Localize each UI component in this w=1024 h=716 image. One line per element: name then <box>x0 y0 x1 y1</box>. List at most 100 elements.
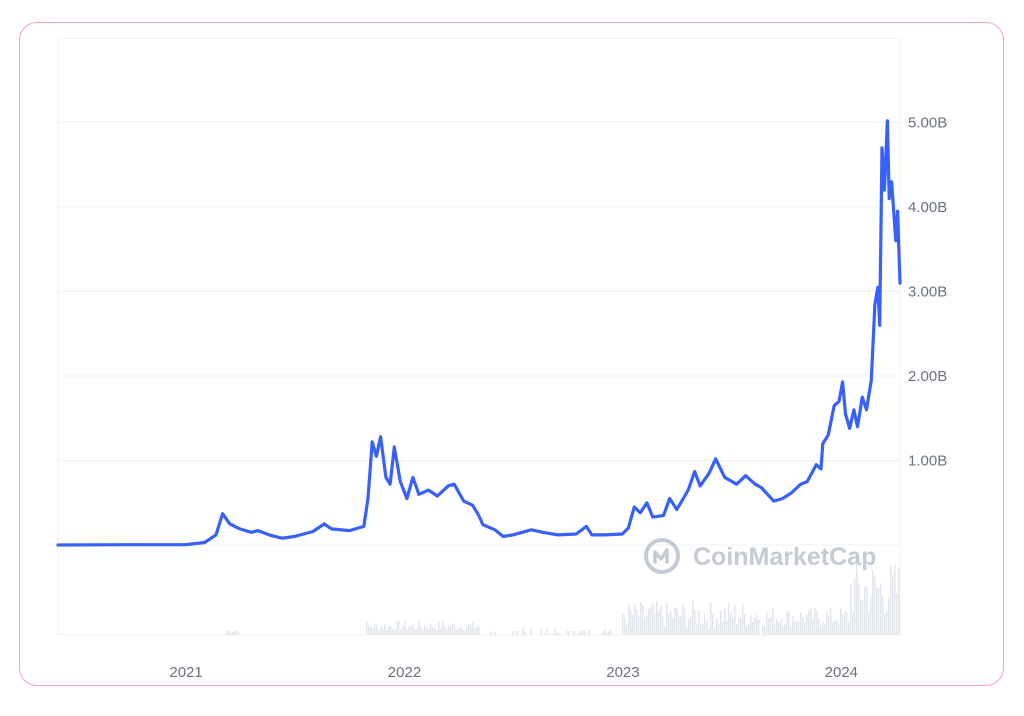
volume-bar <box>680 616 682 635</box>
volume-bar <box>380 626 382 635</box>
volume-bar <box>856 562 858 635</box>
volume-bar <box>606 632 608 635</box>
volume-bar <box>712 614 714 635</box>
volume-bar <box>512 631 514 635</box>
volume-bar <box>686 627 688 635</box>
volume-bar <box>236 630 238 635</box>
volume-bar <box>750 615 752 635</box>
volume-bar <box>442 622 444 635</box>
volume-bar <box>378 630 380 635</box>
volume-bar <box>608 631 610 635</box>
volume-bar <box>228 630 230 635</box>
volume-bar <box>456 629 458 635</box>
chart-card <box>19 22 1004 686</box>
y-tick-label: 5.00B <box>908 115 947 132</box>
volume-bar <box>744 613 746 635</box>
volume-bar <box>716 618 718 635</box>
volume-bar <box>424 625 426 635</box>
volume-bar <box>768 617 770 635</box>
volume-bar <box>226 631 228 635</box>
volume-bar <box>438 621 440 635</box>
volume-bar <box>652 603 654 635</box>
volume-bar <box>860 599 862 635</box>
volume-bar <box>784 624 786 635</box>
volume-bar <box>850 584 852 635</box>
volume-bar <box>746 626 748 635</box>
volume-bar <box>810 608 812 635</box>
volume-bar <box>574 631 576 635</box>
volume-bar <box>644 617 646 635</box>
volume-bar <box>398 621 400 635</box>
volume-bar <box>632 615 634 635</box>
volume-bar <box>880 583 882 635</box>
grid-lines <box>57 37 901 636</box>
volume-bar <box>826 612 828 635</box>
volume-bar <box>812 619 814 635</box>
volume-bar <box>448 624 450 635</box>
volume-bar <box>838 623 840 635</box>
volume-bar <box>546 629 548 635</box>
volume-bar <box>370 626 372 635</box>
volume-bar <box>794 621 796 635</box>
x-tick-label: 2021 <box>169 664 202 681</box>
volume-bar <box>724 608 726 635</box>
volume-bar <box>584 630 586 635</box>
volume-bar <box>728 603 730 635</box>
volume-bar <box>762 626 764 635</box>
volume-bar <box>582 630 584 635</box>
volume-bar <box>884 614 886 635</box>
volume-bar <box>404 621 406 635</box>
volume-bar <box>662 616 664 635</box>
volume-bar <box>890 564 892 635</box>
volume-bar <box>572 631 574 635</box>
watermark: CoinMarketCap <box>644 538 876 574</box>
volume-bar <box>418 621 420 635</box>
volume-bar <box>852 612 854 635</box>
y-tick-label: 4.00B <box>908 199 947 216</box>
volume-bar <box>740 617 742 635</box>
volume-bar <box>752 621 754 635</box>
x-tick-label: 2023 <box>606 664 639 681</box>
volume-bar <box>684 608 686 635</box>
volume-bar <box>818 618 820 635</box>
volume-bar <box>830 607 832 635</box>
volume-bar <box>702 623 704 635</box>
volume-bar <box>630 610 632 635</box>
volume-bar <box>736 624 738 635</box>
volume-bar <box>754 617 756 635</box>
volume-bar <box>432 627 434 635</box>
y-tick-label: 1.00B <box>908 453 947 470</box>
volume-bar <box>648 609 650 635</box>
volume-bar <box>650 606 652 635</box>
volume-bar <box>444 626 446 635</box>
volume-bar <box>892 574 894 635</box>
volume-bar <box>646 615 648 635</box>
volume-bar <box>824 624 826 635</box>
volume-bar <box>814 608 816 635</box>
volume-bar <box>792 616 794 635</box>
volume-bar <box>412 624 414 635</box>
volume-bar <box>798 622 800 635</box>
volume-bar <box>540 629 542 635</box>
volume-bar <box>848 621 850 635</box>
volume-bar <box>894 564 896 635</box>
volume-bar <box>718 623 720 635</box>
volume-bar <box>476 626 478 635</box>
volume-bar <box>846 612 848 635</box>
volume-bar <box>522 628 524 635</box>
volume-bar <box>640 601 642 635</box>
x-tick-label: 2024 <box>825 664 858 681</box>
volume-bar <box>858 583 860 635</box>
volume-bar <box>566 630 568 635</box>
volume-bar <box>392 629 394 635</box>
volume-bar <box>796 620 798 635</box>
volume-bar <box>758 619 760 635</box>
volume-bar <box>742 603 744 635</box>
volume-bar <box>516 631 518 635</box>
volume-bar <box>692 601 694 635</box>
volume-bar <box>450 626 452 635</box>
volume-bar <box>730 612 732 635</box>
volume-bar <box>490 631 492 635</box>
volume-bar <box>384 624 386 635</box>
